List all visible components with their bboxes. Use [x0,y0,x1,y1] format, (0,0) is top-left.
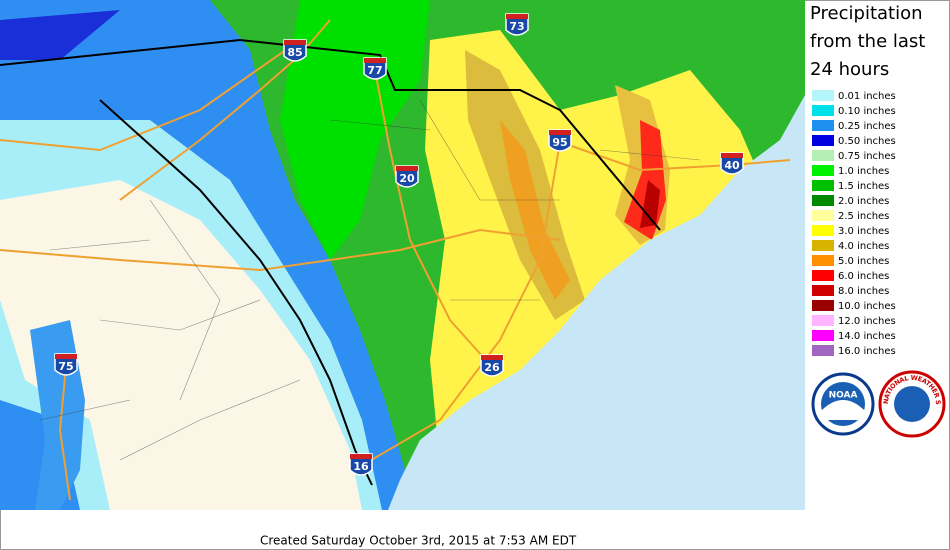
legend-swatch [812,210,834,221]
state-lines [0,38,661,486]
shield-number: 16 [353,460,369,473]
interstate-shield: 40 [720,152,744,175]
nws-disc [894,386,930,422]
legend-swatch [812,180,834,191]
highways [0,19,791,501]
interstate-shield: 20 [395,165,419,188]
legend-swatch [812,165,834,176]
shield-body [395,165,419,188]
legend-swatch [812,315,834,326]
title-line: Precipitation [810,3,923,24]
legend-box [806,86,904,360]
legend-swatch [812,285,834,296]
shield-top [350,454,372,459]
shield-body [349,453,373,476]
shield-body [720,152,744,175]
shield-top [284,40,306,45]
legend-label: 6.0 inches [838,271,889,282]
shield-number: 77 [367,64,382,77]
interstate-shield: 26 [480,354,504,377]
shield-top [506,14,528,19]
shield-top [364,58,386,63]
noaa-bird [822,400,864,420]
title-line: from the last [810,31,925,52]
rain-band [280,0,430,260]
ocean [388,95,805,510]
noaa-logo: NOAA [811,372,875,436]
legend-label: 0.25 inches [838,121,896,132]
legend-label: 1.0 inches [838,166,889,177]
legend-label: 5.0 inches [838,256,889,267]
rain-band [0,180,362,510]
title-line: 24 hours [810,59,889,80]
interstate-shield: 75 [54,353,78,376]
legend-swatch [812,300,834,311]
interstate-shield: 16 [349,453,373,476]
legend-swatch [812,195,834,206]
interstate-shield: 85 [283,39,307,62]
shield-body [363,57,387,80]
legend-label: 3.0 inches [838,226,889,237]
legend-swatch [812,90,834,101]
legend: 0.01 inches 0.10 inches 0.25 inches 0.50 in… [812,90,896,357]
interstate-shield: 73 [505,13,529,36]
legend-label: 12.0 inches [838,316,896,327]
shield-number: 85 [287,46,302,59]
interstate-shield: 95 [548,129,572,152]
rain-band [500,120,570,300]
rain-band [0,10,120,60]
legend-label: 0.75 inches [838,151,896,162]
shield-body [505,13,529,36]
legend-swatch [812,105,834,116]
shield-top [55,354,77,359]
legend-label: 10.0 inches [838,301,896,312]
shield-top [549,130,571,135]
title: Precipitation from the last 24 hours [810,3,925,80]
shield-body [480,354,504,377]
county-lines [39,99,701,461]
legend-label: 2.5 inches [838,211,889,222]
shield-number: 20 [399,172,415,185]
legend-swatch [812,330,834,341]
noaa-text: NOAA [829,391,858,401]
shield-number: 73 [509,20,524,33]
shield-top [721,153,743,158]
legend-label: 14.0 inches [838,331,896,342]
shield-top [481,355,503,360]
interstate-shield: 77 [363,57,387,80]
shield-number: 95 [552,136,567,149]
legend-swatch [812,240,834,251]
shield-number: 26 [484,361,500,374]
shield-body [548,129,572,152]
shield-number: 75 [58,360,73,373]
legend-swatch [812,255,834,266]
legend-swatch [812,345,834,356]
legend-swatch [812,225,834,236]
legend-swatch [812,135,834,146]
legend-swatch [812,150,834,161]
legend-label: 0.10 inches [838,106,896,117]
legend-label: 0.50 inches [838,136,896,147]
legend-label: 16.0 inches [838,346,896,357]
shield-body [283,39,307,62]
interstate-shields: 85 73 77 95 40 20 26 75 16 [54,13,744,476]
map: 85 73 77 95 40 20 26 75 16 [0,0,805,510]
shield-number: 40 [724,159,740,172]
legend-label: 4.0 inches [838,241,889,252]
legend-label: 1.5 inches [838,181,889,192]
shield-top [396,166,418,171]
legend-swatch [812,120,834,131]
legend-label: 0.01 inches [838,91,896,102]
shield-body [54,353,78,376]
legend-label: 8.0 inches [838,286,889,297]
legend-label: 2.0 inches [838,196,889,207]
rain-band [640,180,660,228]
footer: Created Saturday October 3rd, 2015 at 7:… [260,534,577,548]
legend-swatch [812,270,834,281]
